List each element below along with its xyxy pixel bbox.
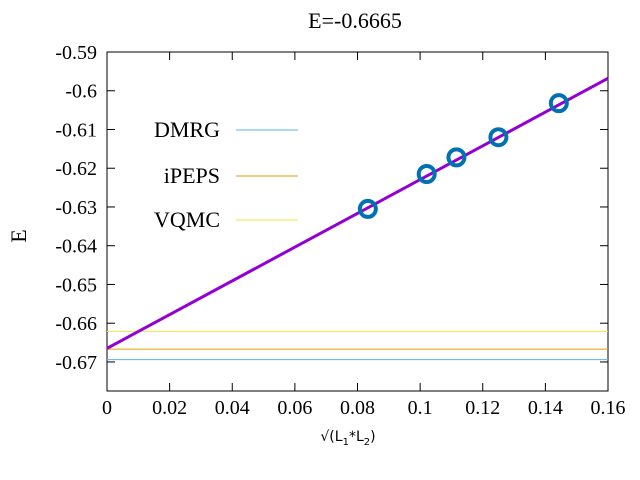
y-tick-label: -0.66 bbox=[55, 313, 97, 335]
plot-area: -0.59 -0.6 -0.61 -0.62 -0.63 -0.64 -0.65 -0.66 -… bbox=[55, 42, 625, 419]
x-tick-label: 0.16 bbox=[591, 397, 626, 419]
y-tick-label: -0.65 bbox=[55, 274, 97, 296]
x-label-part-2: *L bbox=[349, 429, 364, 445]
x-tick-label: 0.08 bbox=[340, 397, 375, 419]
x-label-part-3: ) bbox=[370, 429, 375, 445]
chart-title: E=-0.6665 bbox=[308, 8, 402, 33]
data-point bbox=[416, 164, 437, 185]
data-point bbox=[488, 127, 509, 148]
fit-line bbox=[106, 77, 609, 350]
legend-label-vqmc: VQMC bbox=[154, 207, 220, 232]
y-tick-label: -0.6 bbox=[65, 81, 97, 103]
y-tick-label: -0.59 bbox=[55, 42, 97, 64]
x-tick-label: 0.14 bbox=[528, 397, 563, 419]
x-tick-label: 0 bbox=[102, 397, 112, 419]
x-label-sub-1: 1 bbox=[343, 437, 349, 448]
x-label-sub-2: 2 bbox=[364, 437, 370, 448]
y-tick-label: -0.61 bbox=[55, 119, 97, 141]
data-point bbox=[357, 198, 378, 219]
data-point bbox=[446, 147, 467, 168]
x-tick-label: 0.02 bbox=[152, 397, 187, 419]
legend-label-dmrg: DMRG bbox=[154, 117, 220, 142]
y-tick-label: -0.63 bbox=[55, 197, 97, 219]
x-tick-label: 0.12 bbox=[465, 397, 500, 419]
x-tick-label: 0.1 bbox=[408, 397, 433, 419]
y-axis-label: E bbox=[6, 229, 31, 242]
y-tick-label: -0.62 bbox=[55, 158, 97, 180]
data-point bbox=[548, 93, 569, 114]
y-tick-label: -0.67 bbox=[55, 352, 97, 374]
x-tick-label: 0.06 bbox=[277, 397, 312, 419]
x-tick-label: 0.04 bbox=[215, 397, 250, 419]
y-tick-label: -0.64 bbox=[55, 236, 97, 258]
legend-label-ipeps: iPEPS bbox=[164, 163, 220, 188]
x-axis-label: √(L1*L2) bbox=[320, 429, 375, 448]
x-label-part-1: √(L bbox=[320, 429, 342, 445]
